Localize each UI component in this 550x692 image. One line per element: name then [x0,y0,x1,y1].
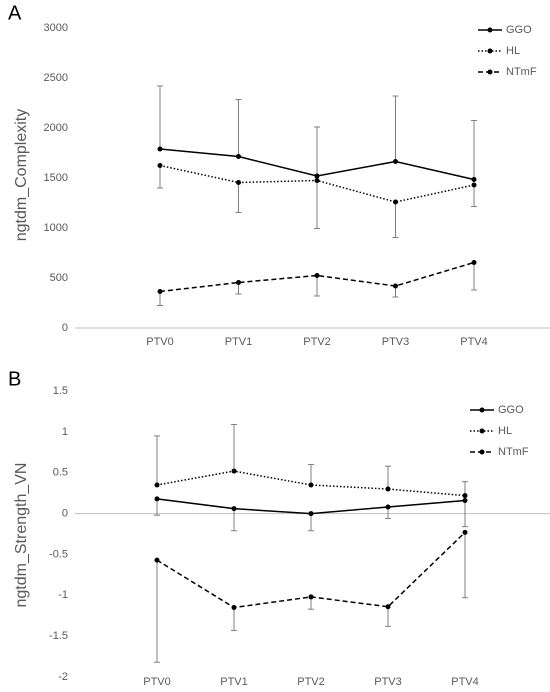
point [154,557,160,563]
point [471,260,477,265]
legend-label: HL [498,425,512,437]
legend-label: GGO [498,404,524,416]
y-axis-title: ngtdm_Strength_VN [13,463,30,608]
legend-label: GGO [506,24,532,36]
point [308,594,314,600]
point [154,482,160,488]
y-tick-label: 0.5 [53,467,68,479]
point [385,604,391,610]
x-tick-label: PTV4 [460,336,488,348]
point [314,273,320,278]
legend-label: NTmF [506,66,537,78]
x-tick-label: PTV1 [225,336,253,348]
y-tick-label: 3000 [44,22,68,34]
y-tick-label: -1 [58,589,68,601]
point [231,506,237,512]
point [385,486,391,492]
x-tick-label: PTV1 [220,676,248,688]
point [393,283,398,289]
x-tick-label: PTV0 [143,676,171,688]
y-tick-label: 1500 [44,172,68,184]
y-tick-label: -0.5 [49,548,68,560]
point [308,482,314,488]
point [471,177,477,182]
x-tick-label: PTV2 [297,676,325,688]
x-tick-label: PTV3 [382,336,410,348]
panel-label: A [8,2,22,24]
point [462,529,468,535]
point [393,199,398,205]
y-tick-label: -1.5 [49,630,68,642]
point [154,496,160,502]
panel-label: B [8,368,21,390]
point [157,163,163,168]
x-tick-label: PTV3 [374,676,402,688]
series-line [156,470,466,497]
point [308,511,314,517]
y-tick-label: 0 [62,507,68,519]
legend-marker [487,48,493,54]
point [314,173,320,179]
point [393,159,398,164]
point [236,180,241,185]
y-tick-label: 2500 [44,72,68,84]
point [231,468,237,474]
point [314,178,320,183]
y-tick-label: 500 [50,272,68,284]
y-tick-label: 1 [62,426,68,438]
series-line [159,261,475,293]
legend-marker [479,407,485,413]
y-tick-label: 0 [62,322,68,334]
x-tick-label: PTV2 [303,336,331,348]
point [236,154,241,159]
point [462,497,468,503]
legend-label: NTmF [498,446,529,458]
x-tick-label: PTV0 [146,336,174,348]
point [157,146,163,152]
x-tick-label: PTV4 [451,676,479,688]
point [231,605,237,611]
point [462,493,468,499]
y-tick-label: -2 [58,671,68,683]
legend-marker [487,27,493,33]
point [471,182,477,188]
y-axis-title: ngtdm_Complexity [13,109,30,242]
legend-marker [487,69,493,75]
point [385,504,391,510]
point [236,280,241,285]
point [157,289,163,294]
y-tick-label: 1000 [44,222,68,234]
legend-label: HL [506,45,520,57]
y-tick-label: 1.5 [53,385,68,397]
legend-marker [479,449,485,455]
legend-marker [479,428,485,434]
y-tick-label: 2000 [44,122,68,134]
